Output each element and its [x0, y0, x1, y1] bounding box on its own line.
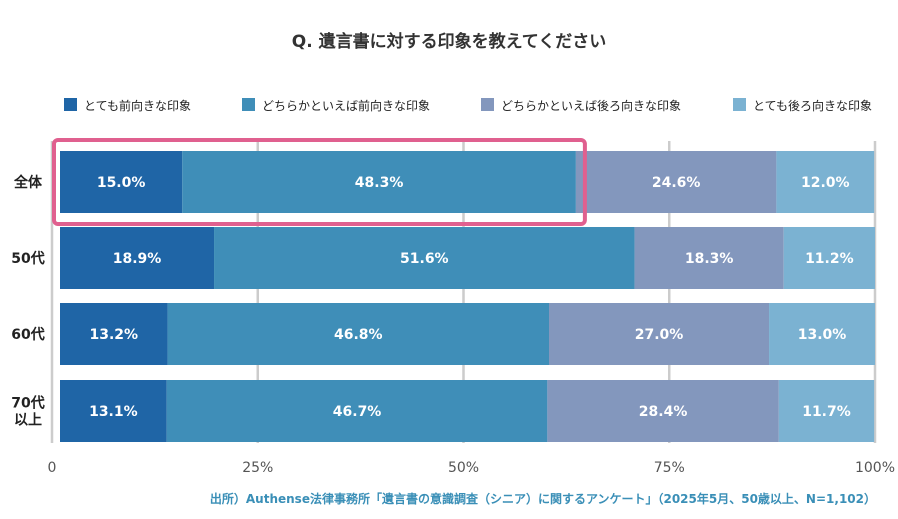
category-label: 60代 [11, 326, 44, 343]
category-label: 全体 [13, 174, 43, 191]
data-label: 27.0% [635, 327, 684, 343]
legend-swatch [242, 98, 255, 111]
bar-segment [776, 151, 875, 213]
labels: 15.0% 48.3% 24.6% 12.0% 全体 18.9% 51.6% 18.3% 11.… [11, 138, 854, 429]
data-label: 12.0% [801, 175, 850, 191]
data-label: 51.6% [400, 251, 449, 267]
data-label: 13.0% [798, 327, 847, 343]
legend-swatch [481, 98, 494, 111]
bar-segment [214, 227, 635, 289]
bar-segment [60, 227, 215, 289]
data-label: 46.8% [334, 327, 383, 343]
legend-label: どちらかといえば前向きな印象 [262, 98, 430, 113]
data-label: 24.6% [652, 175, 701, 191]
chart-title: Q. 遺言書に対する印象を教えてください [292, 31, 606, 52]
x-tick-label: 75% [654, 460, 685, 476]
category-label: 50代 [11, 250, 44, 267]
bar-segment [166, 380, 548, 442]
x-tick-label: 100% [855, 460, 895, 476]
legend-swatch [733, 98, 746, 111]
x-tick-label: 0 [48, 460, 57, 476]
bar-segment [778, 380, 875, 442]
data-label: 18.9% [113, 251, 162, 267]
data-label: 28.4% [639, 404, 688, 420]
legend-swatch [64, 98, 77, 111]
category-label: 70代 [11, 395, 44, 412]
bar-segment [769, 303, 875, 365]
bar-segment [167, 303, 549, 365]
legend-label: とても前向きな印象 [84, 98, 191, 113]
data-label: 18.3% [685, 251, 734, 267]
legend-label: どちらかといえば後ろ向きな印象 [501, 98, 681, 113]
bar-segment [60, 151, 183, 213]
bar-segment [549, 303, 770, 365]
bar-segment [634, 227, 784, 289]
data-label: 11.7% [802, 404, 851, 420]
bar-segment [60, 303, 168, 365]
source-note: 出所）Authense法律事務所「遺言書の意識調査（シニア）に関するアンケート」… [210, 491, 876, 506]
legend: とても前向きな印象 どちらかといえば前向きな印象 どちらかといえば後ろ向きな印象 とて… [64, 98, 872, 113]
data-label: 13.1% [89, 404, 138, 420]
category-label: 以上 [14, 413, 42, 429]
data-label: 13.2% [90, 327, 139, 343]
data-label: 15.0% [97, 175, 146, 191]
bars [60, 151, 875, 442]
bar-segment [547, 380, 779, 442]
x-tick-label: 50% [448, 460, 479, 476]
bar-segment [182, 151, 576, 213]
legend-label: とても後ろ向きな印象 [753, 98, 872, 113]
bar-segment [60, 380, 167, 442]
data-label: 11.2% [805, 251, 854, 267]
bar-segment [575, 151, 777, 213]
highlight-box [52, 138, 587, 226]
bar-segment [783, 227, 875, 289]
data-label: 46.7% [333, 404, 382, 420]
data-label: 48.3% [355, 175, 404, 191]
x-tick-label: 25% [242, 460, 273, 476]
